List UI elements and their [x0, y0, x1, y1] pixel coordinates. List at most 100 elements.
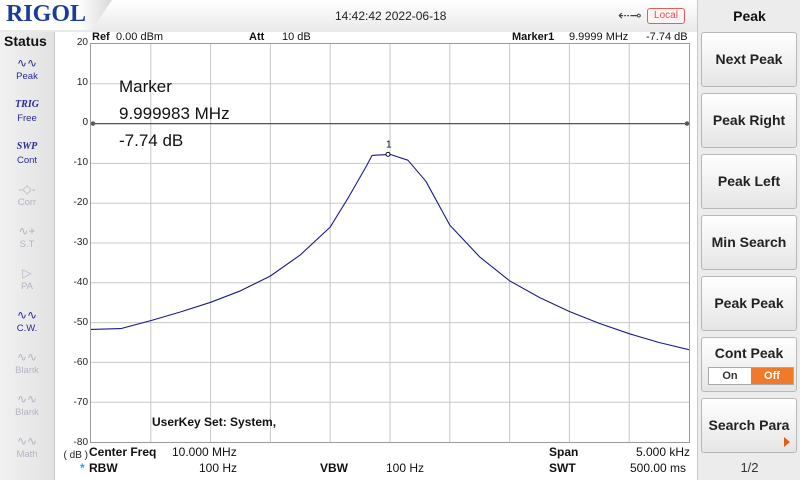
- page-indicator: 1/2: [740, 460, 759, 475]
- status-item-label: Cont: [16, 155, 38, 166]
- peak-peak-label: Peak Peak: [714, 295, 784, 311]
- status-item-corr: -◇- Corr: [6, 181, 48, 217]
- marker-number-label: 1: [386, 139, 392, 150]
- rbw-value: 100 Hz: [199, 461, 238, 475]
- status-icon: ∿∿: [16, 392, 38, 406]
- marker-point: [385, 151, 391, 157]
- status-icon: ∿∿: [16, 56, 38, 70]
- submenu-arrow-icon: [784, 437, 790, 447]
- toggle-on[interactable]: On: [709, 368, 751, 384]
- y-tick-label: -30: [73, 237, 88, 248]
- status-item-label: Free: [17, 113, 37, 124]
- min-search-label: Min Search: [711, 234, 787, 250]
- y-tick-label: -40: [73, 277, 88, 288]
- y-tick-label: -50: [73, 317, 88, 328]
- center-freq-value: 10.000 MHz: [172, 445, 237, 459]
- brand-logo-text: RIGOL: [6, 1, 87, 27]
- cont-peak-label: Cont Peak: [714, 345, 784, 361]
- reference-level-left-dot: [91, 121, 96, 126]
- y-axis-unit: ( dB ): [63, 450, 88, 461]
- peak-peak-button[interactable]: Peak Peak: [701, 276, 797, 331]
- status-icon: ▷: [22, 266, 32, 280]
- local-badge[interactable]: Local: [647, 8, 685, 24]
- softkey-menu: Peak Next Peak Peak Right Peak Left Min …: [697, 0, 800, 480]
- peak-right-label: Peak Right: [712, 112, 786, 128]
- status-item-cw: ∿∿ C.W.: [6, 307, 48, 343]
- marker-readout-amp: -7.74 dB: [119, 131, 184, 150]
- att-label: Att: [249, 31, 265, 43]
- peak-left-button[interactable]: Peak Left: [701, 154, 797, 209]
- y-tick-label: 10: [76, 77, 88, 88]
- status-item-peak: ∿∿ Peak: [6, 55, 48, 91]
- min-search-button[interactable]: Min Search: [701, 215, 797, 270]
- span-label[interactable]: Span: [549, 445, 579, 459]
- swt-label[interactable]: SWT: [549, 461, 576, 475]
- ref-value: 0.00 dBm: [116, 31, 164, 43]
- status-item-label: Blank: [15, 365, 39, 376]
- datetime: 14:42:42 2022-06-18: [335, 9, 447, 23]
- marker-readout-freq: 9.999983 MHz: [119, 104, 230, 123]
- status-icon: ∿∿: [16, 350, 38, 364]
- peak-right-button[interactable]: Peak Right: [701, 93, 797, 148]
- status-item-cont: SWP Cont: [6, 139, 48, 175]
- status-item-label: Blank: [15, 407, 39, 418]
- trigger-icon: TRIG: [15, 99, 39, 110]
- next-peak-label: Next Peak: [715, 51, 783, 67]
- marker-header-freq: 9.9999 MHz: [569, 31, 629, 43]
- rbw-manual-marker: *: [80, 461, 85, 475]
- spectrum-plot: 1: [91, 44, 689, 442]
- marker-header-label: Marker1: [512, 31, 555, 43]
- y-tick-label: 20: [76, 37, 88, 48]
- swt-value: 500.00 ms: [630, 461, 687, 475]
- status-item-blank: ∿∿ Blank: [6, 391, 48, 427]
- peak-left-label: Peak Left: [717, 173, 781, 189]
- status-icon: ∿∿: [16, 434, 38, 448]
- y-tick-label: -60: [73, 357, 88, 368]
- y-tick-label: -10: [73, 157, 88, 168]
- reference-level-right-dot: [684, 121, 689, 126]
- marker-readout: Marker 9.999983 MHz -7.74 dB: [119, 73, 230, 154]
- spectrum-display[interactable]: 1: [90, 43, 690, 443]
- span-value: 5.000 kHz: [636, 445, 691, 459]
- cont-peak-button[interactable]: Cont Peak On Off: [701, 337, 797, 392]
- status-item-pa: ▷ PA: [6, 265, 48, 301]
- status-item-blank: ∿∿ Blank: [6, 349, 48, 385]
- y-tick-label: -20: [73, 197, 88, 208]
- status-item-label: S.T: [19, 239, 35, 250]
- status-panel: Status: [0, 32, 55, 480]
- cont-peak-toggle[interactable]: On Off: [708, 367, 794, 385]
- status-item-label: Peak: [16, 71, 38, 82]
- status-item-label: Math: [16, 449, 38, 460]
- menu-title: Peak: [733, 8, 766, 24]
- vbw-label[interactable]: VBW: [320, 461, 348, 475]
- status-title: Status: [4, 33, 47, 49]
- brand-logo: [0, 0, 112, 30]
- status-icon: ∿∿: [16, 308, 38, 322]
- sweep-icon: SWP: [16, 141, 38, 152]
- status-item-label: PA: [21, 281, 33, 292]
- next-peak-button[interactable]: Next Peak: [701, 32, 797, 87]
- status-item-label: Corr: [17, 197, 37, 208]
- search-para-label: Search Para: [708, 417, 790, 433]
- status-item-st: ∿+ S.T: [6, 223, 48, 259]
- status-icon: -◇-: [18, 182, 36, 196]
- att-value: 10 dB: [282, 31, 311, 43]
- y-tick-label: -80: [73, 437, 88, 448]
- usb-icon: ⇠⊸: [618, 7, 642, 23]
- marker-header-amp: -7.74 dB: [646, 31, 688, 43]
- toggle-off[interactable]: Off: [751, 368, 793, 384]
- y-tick-label: 0: [82, 117, 88, 128]
- center-freq-label[interactable]: Center Freq: [89, 445, 157, 459]
- ref-label: Ref: [92, 31, 110, 43]
- y-tick-label: -70: [73, 397, 88, 408]
- status-item-free: TRIG Free: [6, 97, 48, 133]
- search-para-button[interactable]: Search Para: [701, 398, 797, 453]
- userkey-set: UserKey Set: System,: [152, 415, 277, 429]
- vbw-value: 100 Hz: [386, 461, 425, 475]
- status-item-math: ∿∿ Math: [6, 433, 48, 469]
- status-item-label: C.W.: [16, 323, 38, 334]
- status-icon: ∿+: [18, 224, 36, 238]
- rbw-label[interactable]: RBW: [89, 461, 118, 475]
- top-bar: RIGOL 14:42:42 2022-06-18 ⇠⊸ Local: [0, 0, 697, 32]
- trace-line: [91, 153, 689, 351]
